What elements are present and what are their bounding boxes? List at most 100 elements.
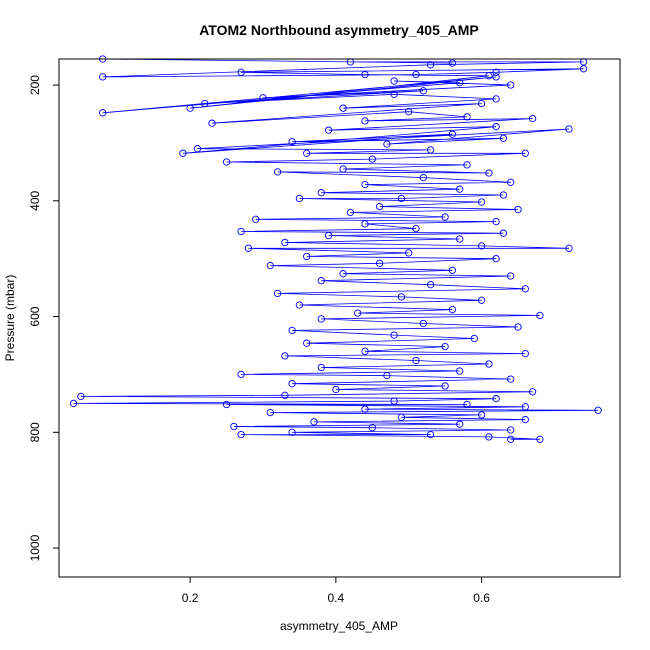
data-point	[237, 227, 245, 236]
data-point	[339, 165, 347, 173]
data-point	[463, 400, 471, 409]
data-point	[281, 391, 289, 399]
data-point	[324, 126, 333, 134]
data-point	[208, 119, 216, 127]
data-point	[521, 403, 529, 411]
x-axis: 0.2 0.4 0.6	[182, 577, 490, 605]
data-point	[492, 68, 500, 76]
data-point	[441, 213, 449, 221]
data-point	[237, 370, 245, 379]
data-point	[244, 244, 253, 252]
data-point	[456, 79, 464, 87]
data-point	[521, 349, 529, 358]
x-tick-label: 0.2	[182, 591, 199, 605]
data-point	[456, 367, 464, 375]
data-point	[492, 395, 500, 403]
data-point	[281, 352, 289, 360]
data-point	[317, 277, 325, 285]
data-point	[419, 87, 427, 95]
data-point	[397, 293, 406, 301]
data-point	[317, 189, 325, 197]
data-point	[463, 113, 471, 121]
data-point	[477, 198, 486, 206]
data-point	[303, 339, 311, 347]
y-tick-label: 600	[28, 306, 42, 326]
data-point	[288, 138, 296, 146]
x-tick-label: 0.4	[328, 591, 345, 605]
data-point	[390, 397, 398, 405]
data-point	[295, 301, 304, 309]
data-point	[492, 95, 500, 103]
data-point	[507, 426, 515, 434]
data-point	[419, 173, 427, 182]
series-line	[73, 58, 599, 440]
data-point	[317, 363, 325, 372]
data-point	[346, 208, 355, 217]
data-point	[521, 285, 529, 293]
data-point	[507, 178, 515, 186]
y-axis-label: Pressure (mbar)	[3, 275, 17, 362]
data-point	[288, 380, 296, 388]
data-point	[419, 319, 427, 328]
data-point	[201, 99, 209, 108]
data-point	[339, 270, 347, 278]
data-point	[412, 224, 420, 233]
data-point	[193, 145, 202, 153]
data-point	[594, 406, 602, 414]
data-point	[448, 305, 457, 314]
data-point	[536, 311, 544, 320]
data-point	[273, 289, 282, 298]
data-point	[514, 323, 522, 331]
data-point	[528, 114, 537, 123]
x-axis-label: asymmetry_405_AMP	[280, 619, 398, 633]
data-point	[77, 392, 85, 401]
data-point	[222, 400, 231, 409]
data-point	[492, 217, 500, 226]
data-point	[448, 266, 457, 274]
data-point	[303, 252, 311, 261]
data-point	[565, 244, 573, 252]
data-point	[310, 418, 318, 426]
data-point	[477, 411, 486, 419]
y-tick-label: 200	[28, 75, 42, 95]
data-point	[456, 235, 464, 243]
data-point	[492, 123, 500, 131]
data-point	[390, 331, 398, 339]
data-point	[485, 433, 493, 441]
data-point	[361, 117, 369, 125]
data-point	[361, 70, 369, 79]
data-point	[477, 99, 486, 108]
data-point	[186, 104, 194, 112]
data-point	[528, 388, 537, 396]
y-tick-label: 1000	[28, 534, 42, 561]
data-point	[507, 272, 515, 280]
data-point	[332, 385, 340, 394]
data-point	[405, 108, 413, 116]
data-point	[237, 430, 245, 439]
data-point	[179, 149, 187, 157]
plot-frame	[58, 58, 621, 578]
data-point	[426, 61, 435, 69]
data-point	[507, 435, 515, 443]
data-point	[507, 81, 515, 89]
data-point	[69, 399, 78, 408]
data-point	[222, 158, 231, 166]
data-point	[521, 149, 529, 157]
x-tick-label: 0.6	[473, 591, 490, 605]
data-point	[303, 149, 311, 157]
data-point	[463, 161, 471, 169]
data-point	[397, 194, 406, 203]
data-point	[390, 90, 398, 98]
data-point	[492, 255, 500, 263]
data-point	[354, 309, 362, 317]
data-point	[252, 215, 260, 223]
data-point	[99, 109, 107, 117]
data-point	[317, 315, 325, 323]
data-point	[368, 155, 376, 163]
data-point	[361, 220, 369, 228]
data-point	[441, 382, 449, 390]
data-point	[448, 130, 457, 138]
data-point	[579, 65, 588, 73]
data-point	[339, 104, 347, 112]
